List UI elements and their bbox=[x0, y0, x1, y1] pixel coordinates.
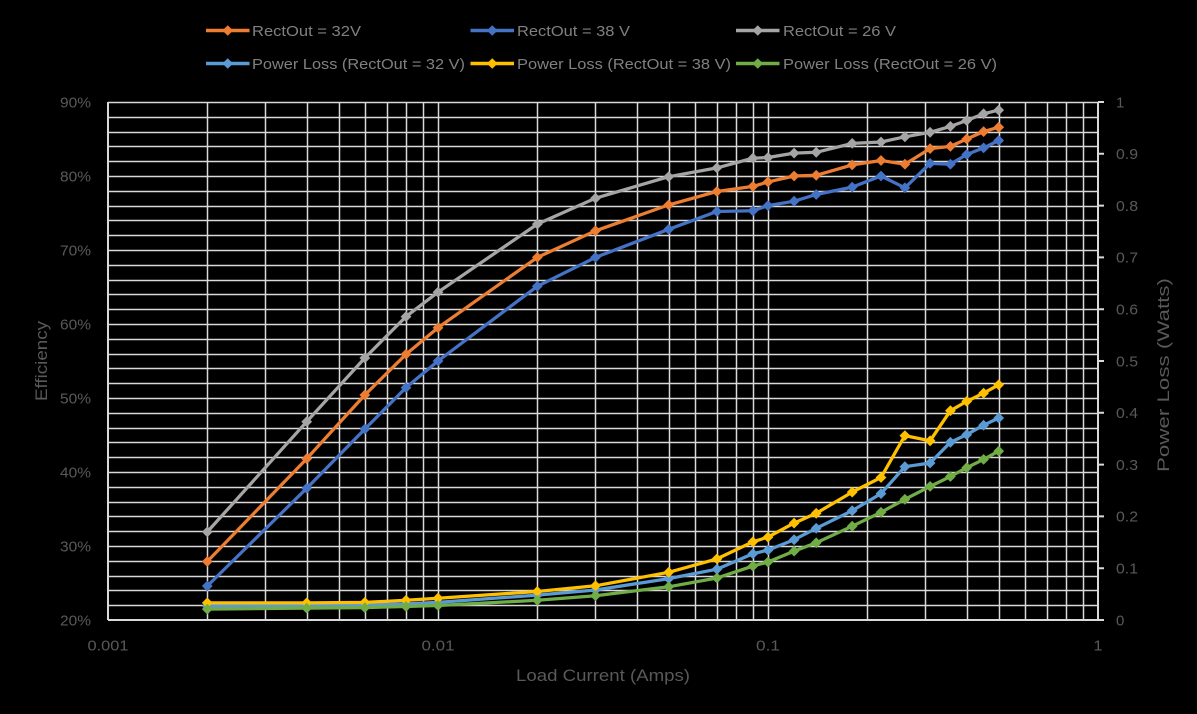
svg-text:0.2: 0.2 bbox=[1116, 509, 1138, 526]
svg-text:0.8: 0.8 bbox=[1116, 198, 1138, 215]
svg-text:20%: 20% bbox=[60, 612, 91, 629]
svg-text:1: 1 bbox=[1116, 94, 1124, 111]
svg-text:Power Loss (RectOut = 38 V): Power Loss (RectOut = 38 V) bbox=[517, 56, 731, 73]
svg-text:1: 1 bbox=[1094, 638, 1103, 655]
svg-text:90%: 90% bbox=[60, 94, 91, 111]
svg-text:0.3: 0.3 bbox=[1116, 457, 1138, 474]
svg-text:Efficiency: Efficiency bbox=[32, 320, 51, 401]
svg-text:0.001: 0.001 bbox=[88, 638, 129, 655]
svg-text:0.4: 0.4 bbox=[1116, 405, 1138, 422]
svg-text:0.7: 0.7 bbox=[1116, 250, 1138, 267]
svg-text:RectOut = 38 V: RectOut = 38 V bbox=[517, 23, 630, 40]
svg-text:40%: 40% bbox=[60, 464, 91, 481]
svg-text:RectOut = 32V: RectOut = 32V bbox=[252, 23, 361, 40]
svg-text:80%: 80% bbox=[60, 168, 91, 185]
svg-text:RectOut = 26 V: RectOut = 26 V bbox=[783, 23, 896, 40]
svg-text:Power Loss (RectOut = 26 V): Power Loss (RectOut = 26 V) bbox=[783, 56, 997, 73]
svg-text:0.01: 0.01 bbox=[422, 638, 455, 655]
svg-text:Load Current (Amps): Load Current (Amps) bbox=[516, 666, 690, 685]
svg-text:70%: 70% bbox=[60, 242, 91, 259]
svg-text:0.5: 0.5 bbox=[1116, 353, 1138, 370]
svg-text:0.6: 0.6 bbox=[1116, 302, 1138, 319]
svg-text:60%: 60% bbox=[60, 316, 91, 333]
svg-text:0.9: 0.9 bbox=[1116, 146, 1138, 163]
svg-text:50%: 50% bbox=[60, 390, 91, 407]
svg-text:0.1: 0.1 bbox=[756, 638, 780, 655]
svg-text:0.1: 0.1 bbox=[1116, 561, 1138, 578]
svg-text:Power Loss (Watts): Power Loss (Watts) bbox=[1154, 278, 1173, 472]
svg-text:0: 0 bbox=[1116, 612, 1124, 629]
svg-text:Power Loss (RectOut = 32 V): Power Loss (RectOut = 32 V) bbox=[252, 56, 465, 73]
svg-text:30%: 30% bbox=[60, 538, 91, 555]
